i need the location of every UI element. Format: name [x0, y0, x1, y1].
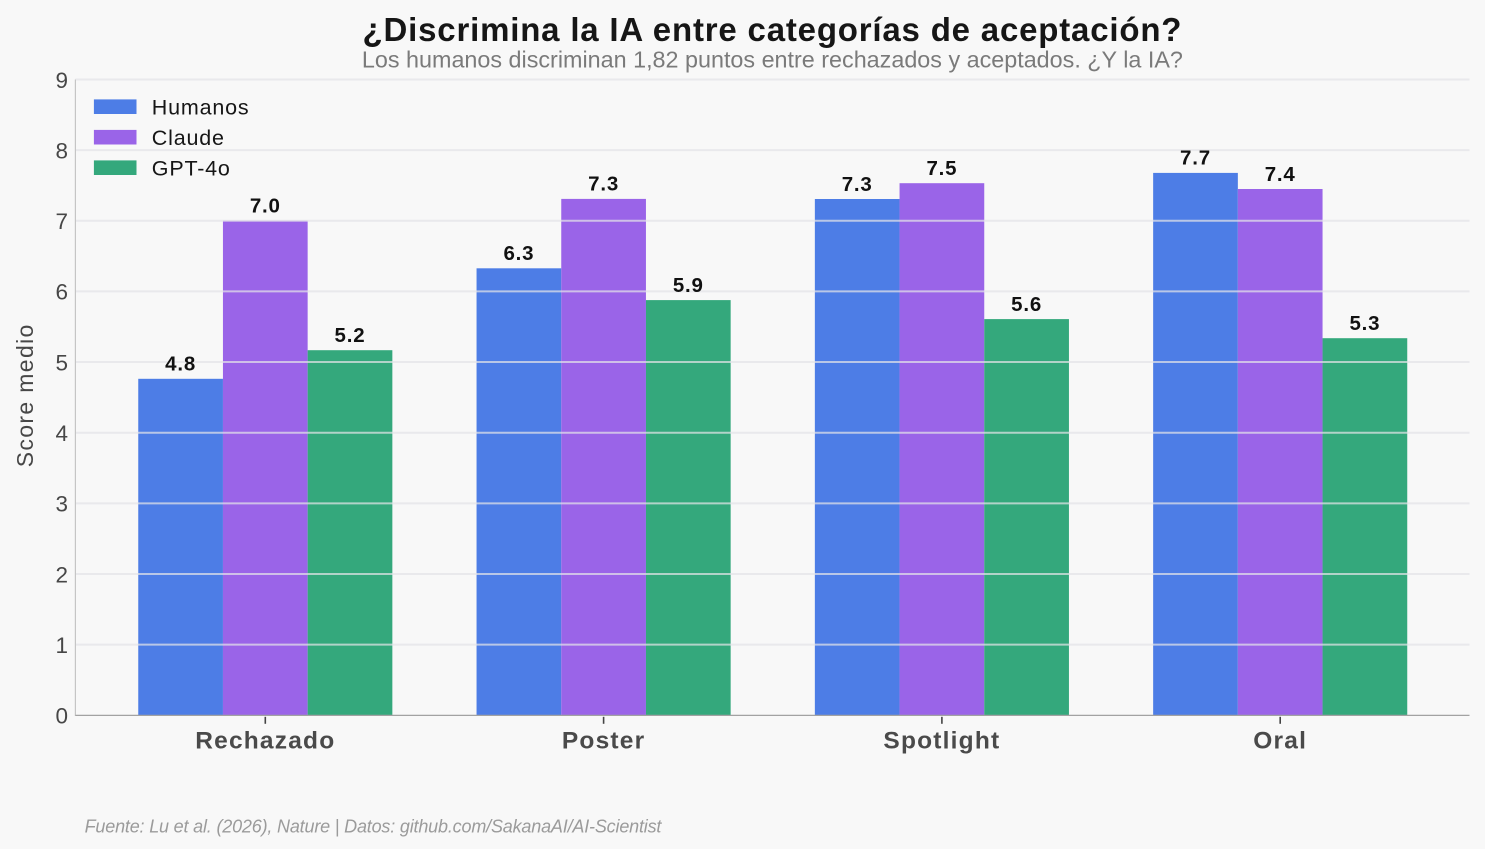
svg-text:Claude: Claude [152, 126, 225, 150]
svg-text:Los humanos discriminan 1,82 p: Los humanos discriminan 1,82 puntos entr… [362, 47, 1183, 73]
svg-text:4.8: 4.8 [165, 353, 196, 376]
svg-text:Spotlight: Spotlight [883, 727, 1000, 754]
svg-text:5.6: 5.6 [1011, 293, 1042, 316]
svg-text:1: 1 [55, 633, 68, 658]
svg-text:Poster: Poster [562, 727, 645, 754]
svg-text:6: 6 [55, 280, 68, 305]
svg-text:5.3: 5.3 [1349, 312, 1380, 335]
svg-text:3: 3 [55, 492, 68, 517]
svg-text:7.7: 7.7 [1180, 147, 1211, 170]
svg-text:7.5: 7.5 [926, 157, 957, 180]
svg-text:Fuente: Lu et al. (2026), Natu: Fuente: Lu et al. (2026), Nature | Datos… [85, 816, 663, 836]
svg-text:4: 4 [55, 421, 68, 446]
svg-text:7.3: 7.3 [588, 173, 619, 196]
svg-text:5: 5 [55, 350, 68, 375]
svg-text:7.4: 7.4 [1265, 163, 1296, 186]
svg-text:7.0: 7.0 [250, 195, 281, 218]
svg-text:0: 0 [55, 703, 68, 728]
svg-text:9: 9 [55, 68, 68, 93]
svg-text:7.3: 7.3 [842, 173, 873, 196]
svg-text:5.9: 5.9 [673, 274, 704, 297]
svg-text:Score medio: Score medio [12, 323, 38, 467]
svg-text:¿Discrimina la IA entre catego: ¿Discrimina la IA entre categorías de ac… [363, 11, 1183, 48]
svg-text:5.2: 5.2 [335, 324, 366, 347]
svg-text:8: 8 [55, 138, 68, 163]
svg-text:2: 2 [55, 562, 68, 587]
svg-text:GPT-4o: GPT-4o [152, 156, 231, 180]
svg-text:7: 7 [55, 209, 68, 234]
svg-text:Humanos: Humanos [152, 95, 250, 119]
svg-text:Rechazado: Rechazado [195, 727, 335, 754]
svg-text:Oral: Oral [1253, 727, 1307, 754]
svg-text:6.3: 6.3 [503, 242, 534, 265]
